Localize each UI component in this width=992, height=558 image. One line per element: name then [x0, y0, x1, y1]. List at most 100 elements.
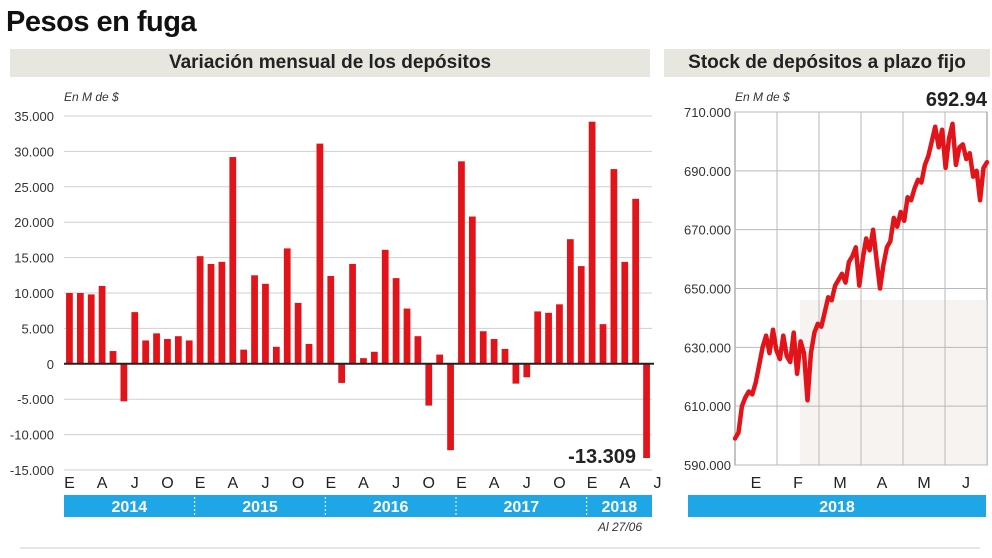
bar	[262, 283, 269, 364]
bar	[588, 121, 596, 364]
bar	[479, 331, 487, 364]
background-photo	[800, 300, 987, 465]
bar-month-label: A	[227, 475, 238, 492]
bar-month-label: A	[619, 475, 630, 492]
bar	[164, 339, 171, 364]
bar-month-label: A	[358, 475, 369, 492]
bar-month-label: E	[64, 475, 75, 492]
bar	[327, 276, 335, 364]
bar	[610, 169, 618, 364]
line-month-label: J	[962, 475, 970, 492]
bar-month-label: E	[456, 475, 467, 492]
bar	[294, 302, 302, 364]
bar-y-tick: -15.000	[10, 463, 54, 478]
bar	[283, 248, 291, 364]
bar	[621, 261, 629, 364]
line-year-label: 2018	[819, 499, 855, 516]
bar-chart-title: Variación mensual de los depósitos	[10, 49, 650, 77]
bar	[218, 261, 226, 364]
bar-y-tick: 30.000	[14, 144, 54, 159]
bar-y-tick: -5.000	[17, 392, 54, 407]
bar	[207, 263, 215, 364]
line-y-tick: 690.000	[684, 164, 731, 179]
bar	[599, 324, 607, 364]
bar	[316, 143, 324, 364]
bar	[414, 336, 422, 364]
line-y-tick: 610.000	[684, 399, 731, 414]
bar	[338, 363, 346, 383]
line-y-tick: 670.000	[684, 223, 731, 238]
deposit-stock-line	[732, 121, 990, 441]
bar-month-label: J	[392, 475, 400, 492]
bar	[240, 349, 248, 364]
bar	[468, 216, 476, 364]
bar-year-label: 2018	[602, 499, 638, 516]
bar	[349, 263, 356, 364]
bar-y-tick: 10.000	[14, 286, 54, 301]
bar-y-tick: 0	[47, 357, 54, 372]
bar	[153, 333, 160, 364]
line-month-label: F	[793, 475, 803, 492]
bar-month-label: E	[195, 475, 206, 492]
bar-month-label: O	[553, 475, 565, 492]
bar-year-label: 2015	[242, 499, 278, 516]
bar	[534, 311, 542, 364]
bar-y-tick: 35.000	[14, 109, 54, 124]
bar-y-tick: 25.000	[14, 180, 54, 195]
line-y-tick: 650.000	[684, 282, 731, 297]
bar-y-tick: 15.000	[14, 251, 54, 266]
line-y-tick: 630.000	[684, 340, 731, 355]
bar	[501, 348, 509, 364]
bar	[66, 293, 73, 364]
bar-year-label: 2017	[504, 499, 540, 516]
bar	[458, 161, 465, 364]
bar	[305, 343, 313, 364]
bar-month-label: E	[587, 475, 598, 492]
bar-month-label: O	[423, 475, 435, 492]
bar-month-label: J	[131, 475, 139, 492]
bar-year-label: 2014	[112, 499, 148, 516]
bar	[120, 363, 128, 402]
bar	[370, 351, 378, 364]
bar	[109, 351, 117, 364]
bar	[251, 275, 258, 364]
date-note: Al 27/06	[598, 520, 643, 534]
line-month-label: A	[877, 475, 888, 492]
bar-month-label: J	[653, 475, 661, 492]
line-last-value-label: 692.94	[926, 89, 988, 111]
bar	[643, 363, 650, 459]
line-unit-label: En M de $	[735, 90, 790, 104]
line-month-label: M	[917, 475, 930, 492]
bar-year-band	[64, 495, 652, 517]
bar-month-label: A	[489, 475, 500, 492]
bar-month-label: A	[97, 475, 108, 492]
line-year-band	[688, 495, 986, 517]
bar	[229, 157, 237, 364]
line-y-tick: 710.000	[684, 105, 731, 120]
bar	[131, 312, 139, 364]
bar	[87, 294, 95, 364]
line-y-tick: 590.000	[684, 458, 731, 473]
bar	[436, 354, 444, 364]
bar	[142, 340, 150, 364]
bar-month-label: J	[523, 475, 531, 492]
bar-y-tick: 5.000	[21, 321, 54, 336]
bar	[174, 336, 182, 364]
bar	[566, 239, 574, 364]
bar-unit-label: En M de $	[64, 90, 119, 104]
bar-y-tick: 20.000	[14, 215, 54, 230]
bar	[632, 198, 640, 364]
bar-y-tick: -10.000	[10, 428, 54, 443]
bar	[272, 346, 280, 364]
page-title: Pesos en fuga	[6, 6, 197, 38]
bar-last-value-label: -13.309	[568, 446, 636, 468]
bar	[447, 363, 454, 451]
line-month-label: E	[751, 475, 762, 492]
bar	[490, 339, 498, 364]
bar	[360, 358, 367, 364]
bar	[425, 363, 433, 406]
bar-month-label: O	[161, 475, 173, 492]
bar	[523, 363, 531, 378]
bar	[545, 312, 552, 364]
